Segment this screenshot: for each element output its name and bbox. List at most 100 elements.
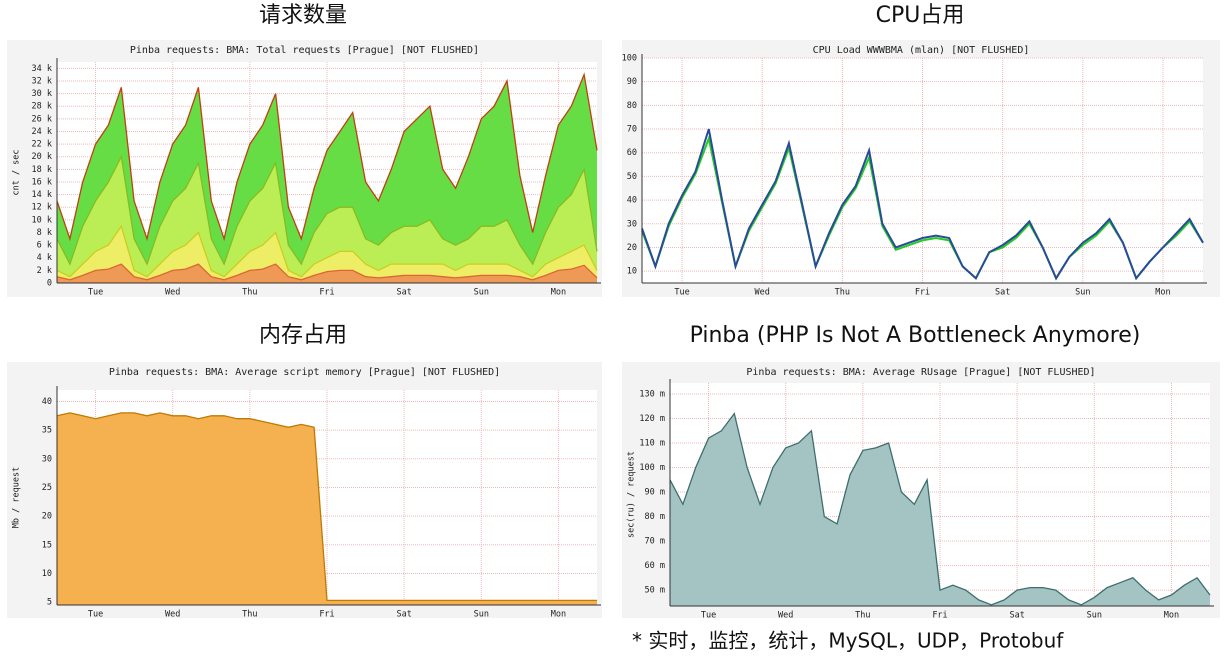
chart: Pinba requests: BMA: Average script memo… <box>7 362 602 620</box>
y-tick-label: 90 m <box>645 488 665 498</box>
y-tick-label: 25 <box>42 483 52 493</box>
chart: Pinba requests: BMA: Total requests [Pra… <box>7 40 602 298</box>
y-tick-label: 30 <box>42 454 52 464</box>
y-tick-label: 60 m <box>645 561 665 571</box>
x-tick-label: Mon <box>551 288 566 298</box>
line <box>56 263 598 281</box>
x-tick-label: Sat <box>1009 611 1024 621</box>
line <box>641 128 1204 281</box>
line <box>56 224 598 278</box>
area <box>670 413 1210 606</box>
x-tick-label: Thu <box>242 288 257 298</box>
chart: CPU Load WWWBMA (mlan) [NOT FLUSHED] 10 20… <box>622 40 1220 298</box>
x-tick-label: Mon <box>1164 611 1179 621</box>
chart-title: Pinba requests: BMA: Average script memo… <box>109 367 500 378</box>
chart-title: CPU Load WWWBMA (mlan) [NOT FLUSHED] <box>813 45 1030 56</box>
y-tick-label: 16 k <box>32 177 52 187</box>
y-tick-label: 12 k <box>32 203 52 213</box>
x-tick-label: Tue <box>701 611 716 621</box>
y-tick-label: 0 <box>47 279 52 289</box>
y-tick-label: 15 <box>42 540 52 550</box>
plot <box>669 412 1211 606</box>
heading: CPU占用 <box>876 3 965 28</box>
y-tick-label: 18 k <box>32 165 52 175</box>
x-tick-label: Wed <box>165 610 180 620</box>
y-tick-label: 40 <box>627 196 637 206</box>
y-tick-label: 34 k <box>32 64 52 74</box>
y-tick-label: 90 <box>627 77 637 87</box>
x-tick-label: Sat <box>396 610 411 620</box>
plot <box>641 128 1204 281</box>
x-tick-label: Fri <box>915 288 930 298</box>
y-tick-label: 14 k <box>32 190 52 200</box>
y-tick-label: 28 k <box>32 102 52 112</box>
x-tick-label: Sat <box>396 288 411 298</box>
y-tick-label: 70 m <box>645 537 665 547</box>
x-tick-label: Fri <box>319 610 334 620</box>
x-tick-label: Tue <box>88 610 103 620</box>
y-tick-label: 80 <box>627 101 637 111</box>
chart: Pinba requests: BMA: Average RUsage [Pra… <box>622 362 1220 621</box>
y-tick-label: 32 k <box>32 76 52 86</box>
y-tick-label: 10 k <box>32 215 52 225</box>
heading: 请求数量 <box>259 3 347 28</box>
y-tick-label: 30 <box>627 219 637 229</box>
x-tick-label: Mon <box>551 610 566 620</box>
y-tick-label: 10 <box>42 569 52 579</box>
x-tick-label: Wed <box>755 288 770 298</box>
x-tick-label: Wed <box>778 611 793 621</box>
y-tick-label: 35 <box>42 426 52 436</box>
x-tick-label: Thu <box>835 288 850 298</box>
y-tick-label: 120 m <box>639 414 665 424</box>
y-tick-label: 10 <box>627 267 637 277</box>
x-tick-label: Sun <box>474 610 489 620</box>
plot <box>56 412 597 605</box>
y-tick-label: 22 k <box>32 140 52 150</box>
x-tick-label: Tue <box>88 288 103 298</box>
y-tick-label: 40 <box>42 397 52 407</box>
x-tick-label: Fri <box>319 288 334 298</box>
y-tick-label: 30 k <box>32 89 52 99</box>
y-tick-label: 20 k <box>32 152 52 162</box>
y-tick-label: 4 k <box>37 253 52 263</box>
y-axis-label: sec(ru) / request <box>627 451 637 538</box>
x-tick-label: Thu <box>855 611 870 621</box>
line <box>56 154 598 266</box>
y-tick-label: 2 k <box>37 266 52 276</box>
area <box>57 264 597 283</box>
line <box>56 412 597 602</box>
y-tick-label: 130 m <box>639 390 665 400</box>
y-tick-label: 100 m <box>639 463 665 473</box>
y-tick-label: 50 <box>627 172 637 182</box>
x-tick-label: Sat <box>995 288 1010 298</box>
y-tick-label: 20 <box>42 512 52 522</box>
chart-title: Pinba requests: BMA: Average RUsage [Pra… <box>746 367 1095 378</box>
heading: 内存占用 <box>259 323 347 348</box>
x-tick-label: Sun <box>474 288 489 298</box>
chart-title: Pinba requests: BMA: Total requests [Pra… <box>130 45 479 56</box>
area <box>57 412 597 605</box>
x-tick-label: Tue <box>674 288 689 298</box>
y-tick-label: 20 <box>627 243 637 253</box>
y-tick-label: 26 k <box>32 114 52 124</box>
y-tick-label: 100 <box>622 54 637 64</box>
y-tick-label: 24 k <box>32 127 52 137</box>
x-tick-label: Wed <box>165 288 180 298</box>
y-tick-label: 8 k <box>37 228 52 238</box>
y-tick-label: 110 m <box>639 439 665 449</box>
y-tick-label: 50 m <box>645 586 665 596</box>
y-tick-label: 6 k <box>37 241 52 251</box>
y-axis-label: Mb / request <box>12 467 22 528</box>
y-tick-label: 60 <box>627 148 637 158</box>
footnote: * 实时，监控，统计，MySQL，UDP，Protobuf <box>632 629 1064 653</box>
x-tick-label: Sun <box>1087 611 1102 621</box>
y-tick-label: 80 m <box>645 512 665 522</box>
plot <box>56 72 598 283</box>
x-tick-label: Thu <box>242 610 257 620</box>
heading: Pinba (PHP Is Not A Bottleneck Anymore) <box>690 323 1141 348</box>
line <box>669 412 1211 606</box>
y-axis-label: cnt / sec <box>12 149 22 195</box>
y-tick-label: 70 <box>627 125 637 135</box>
y-tick-label: 5 <box>47 598 52 608</box>
